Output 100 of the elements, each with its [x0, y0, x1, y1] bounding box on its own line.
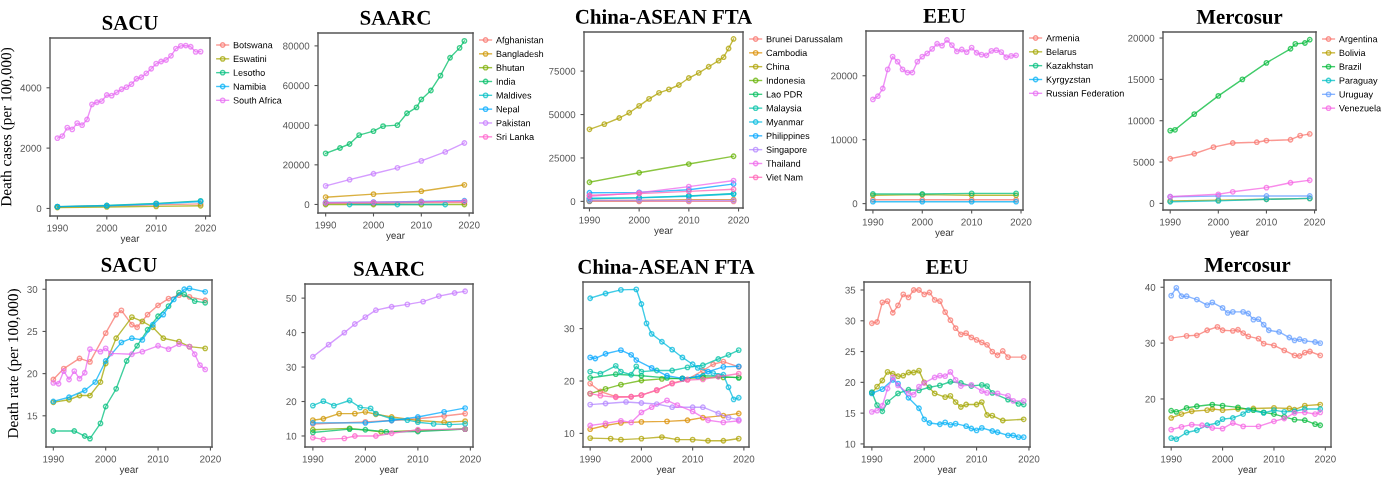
y-tick-label: 30 — [286, 363, 297, 371]
x-axis-title: year — [1238, 467, 1257, 475]
chart-title: China-ASEAN FTA — [578, 259, 755, 274]
legend-label: Afghanistan — [495, 36, 544, 46]
y-tick-label: 35 — [845, 286, 856, 294]
y-tick-label: 20 — [27, 370, 38, 378]
x-tick-label: 2020 — [1315, 455, 1336, 463]
legend-label: Bhutan — [496, 64, 524, 71]
x-tick-label: 2000 — [355, 455, 376, 463]
legend-label: Philippines — [766, 132, 810, 141]
legend-label: Uruguay — [1339, 91, 1374, 100]
y-tick-label: 40 — [286, 329, 297, 337]
x-tick-label: 2020 — [1010, 218, 1032, 226]
y-tick-label: 20000 — [1128, 34, 1155, 42]
y-tick-label: 0 — [570, 198, 576, 206]
legend-label: Cambodia — [766, 49, 808, 57]
x-tick-label: 2000 — [1208, 218, 1229, 226]
y-tick-label: 20000 — [831, 72, 858, 80]
x-tick-label: 2010 — [961, 218, 983, 226]
y-tick-label: 40 — [1145, 283, 1156, 291]
y-tick-label: 0 — [852, 200, 858, 208]
x-tick-label: 2010 — [1256, 218, 1277, 226]
y-tick-label: 10 — [845, 440, 856, 448]
y-axis-title: Death rate (per 100,000) — [7, 289, 22, 439]
y-tick-label: 2000 — [20, 144, 42, 152]
y-tick-label: 10000 — [831, 136, 858, 144]
x-tick-label: 2020 — [1304, 218, 1325, 226]
y-tick-label: 30 — [845, 317, 856, 325]
y-tick-label: 15000 — [1128, 76, 1155, 83]
y-tick-label: 15 — [845, 409, 856, 417]
y-tick-label: 25 — [27, 328, 38, 336]
legend-label: Armenia — [1046, 34, 1080, 42]
x-tick-label: 2020 — [728, 216, 749, 224]
y-tick-label: 25 — [845, 348, 856, 356]
legend-label: China — [766, 63, 790, 70]
legend-label: Thailand — [766, 160, 801, 167]
y-tick-label: 4000 — [20, 84, 42, 92]
legend-label: Lao PDR — [766, 91, 803, 98]
legend-label: Belarus — [1046, 48, 1077, 56]
y-axis-title: Death cases (per 100,000) — [0, 47, 15, 207]
y-tick-label: 10 — [564, 430, 575, 437]
x-tick-label: 2020 — [460, 455, 481, 463]
x-axis-title: year — [935, 230, 954, 238]
x-tick-label: 1990 — [1161, 455, 1182, 463]
x-tick-label: 2010 — [145, 224, 167, 232]
x-tick-label: 2020 — [195, 224, 216, 232]
legend-label: Kyrgyzstan — [1046, 76, 1091, 85]
legend-label: Malaysia — [766, 104, 802, 114]
y-tick-label: 20 — [286, 398, 297, 406]
chart-title: Mercosur — [1196, 10, 1283, 24]
legend-label: Viet Nam — [766, 173, 803, 181]
x-tick-label: 1990 — [861, 455, 883, 463]
chart-title: EEU — [925, 260, 968, 274]
x-tick-label: 2000 — [913, 455, 935, 463]
x-tick-label: 2010 — [407, 455, 429, 463]
y-tick-label: 20 — [1145, 395, 1156, 403]
x-tick-label: 1990 — [1160, 218, 1181, 226]
legend-label: Myanmar — [766, 118, 804, 128]
x-tick-label: 2000 — [911, 218, 933, 226]
y-tick-label: 10000 — [1128, 117, 1155, 125]
y-tick-label: 25000 — [549, 154, 576, 162]
legend-label: Pakistan — [496, 119, 530, 127]
legend-label: Botswana — [233, 41, 273, 49]
x-tick-label: 2000 — [96, 224, 118, 232]
x-axis-title: year — [386, 233, 405, 241]
x-tick-label: 1990 — [315, 221, 337, 229]
legend-label: Indonesia — [766, 77, 806, 84]
x-tick-label: 2010 — [682, 455, 704, 463]
legend-label: Brazil — [1339, 63, 1361, 70]
x-tick-label: 2010 — [1263, 455, 1285, 463]
y-tick-label: 30 — [1145, 339, 1156, 347]
x-tick-label: 2000 — [1212, 455, 1234, 463]
legend-label: Singapore — [766, 146, 807, 155]
legend-label: Lesotho — [233, 69, 265, 76]
chart-title: China-ASEAN FTA — [575, 9, 753, 24]
y-tick-label: 0 — [304, 201, 310, 209]
x-tick-label: 2020 — [1018, 455, 1040, 463]
y-tick-label: 50000 — [549, 111, 576, 119]
x-tick-label: 2010 — [966, 455, 988, 463]
y-tick-label: 75000 — [549, 67, 576, 75]
legend-label: Russian Federation — [1046, 89, 1124, 97]
y-tick-label: 50 — [286, 294, 297, 302]
x-tick-label: 2000 — [628, 216, 650, 224]
y-tick-label: 15 — [27, 412, 38, 420]
legend-label: South Africa — [233, 96, 282, 104]
chart-title: EEU — [923, 9, 966, 23]
x-tick-label: 2010 — [147, 455, 169, 463]
y-tick-label: 0 — [36, 205, 42, 213]
legend-label: Maldives — [496, 91, 532, 99]
x-tick-label: 1990 — [862, 218, 884, 226]
legend-label: Venezuela — [1338, 104, 1382, 112]
legend-label: India — [496, 78, 516, 85]
y-tick-label: 20000 — [283, 161, 310, 169]
x-tick-label: 1990 — [302, 455, 324, 463]
y-tick-label: 10 — [286, 432, 297, 440]
x-axis-title: year — [656, 467, 676, 475]
y-tick-label: 30 — [564, 325, 575, 333]
legend-label: Brunei Darussalam — [766, 35, 843, 43]
x-axis-title: year — [120, 236, 140, 244]
legend-label: Nepal — [496, 105, 519, 115]
